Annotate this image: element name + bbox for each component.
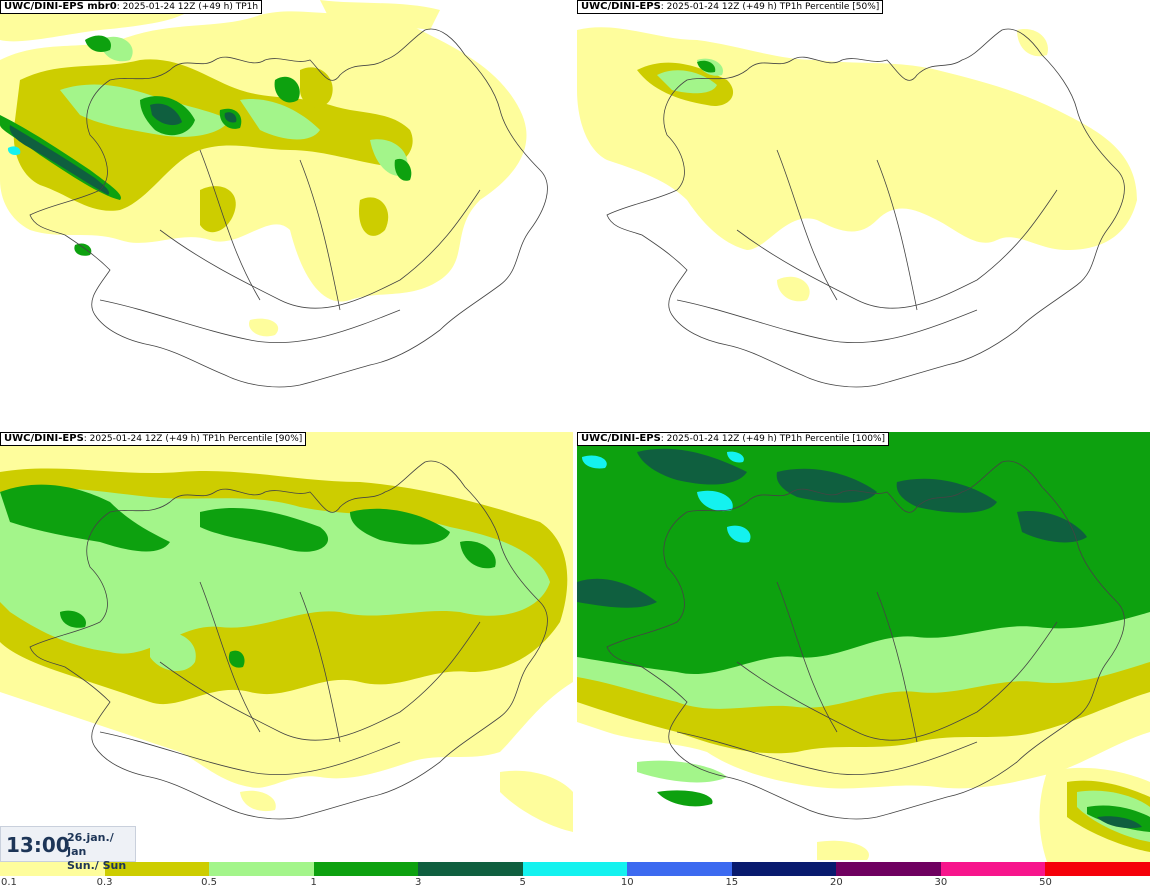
color-scale-label: 30 <box>934 877 948 888</box>
color-scale-swatch <box>1045 862 1150 876</box>
panel-model: UWC/DINI-EPS <box>581 1 661 12</box>
color-scale-swatch <box>940 862 1046 876</box>
color-scale-bar <box>0 862 1150 876</box>
color-scale-label: 0.5 <box>201 877 218 888</box>
color-scale-swatch <box>731 862 837 876</box>
panel-run: 2025-01-24 12Z (+49 h) <box>666 2 777 12</box>
color-scale-swatch <box>627 862 732 876</box>
precip-map <box>0 432 573 832</box>
map-panel-p90: UWC/DINI-EPS: 2025-01-24 12Z (+49 h) TP1… <box>0 432 573 862</box>
precip-fill-5 <box>7 146 21 156</box>
panel-field: TP1h Percentile [50%] <box>779 2 880 12</box>
panel-model: UWC/DINI-EPS <box>4 433 84 444</box>
precip-fill-3 <box>9 103 237 195</box>
color-scale-label: 5 <box>519 877 526 888</box>
color-scale-swatch <box>313 862 419 876</box>
precip-fill-5 <box>582 451 751 543</box>
precip-map <box>577 27 1137 388</box>
color-scale-label: 3 <box>414 877 422 888</box>
panel-title: UWC/DINI-EPS: 2025-01-24 12Z (+49 h) TP1… <box>577 432 890 446</box>
panel-divider-horizontal <box>0 428 1150 432</box>
precip-fill-3 <box>577 448 1142 829</box>
map-panel-p100: UWC/DINI-EPS: 2025-01-24 12Z (+49 h) TP1… <box>577 432 1150 862</box>
valid-time-box: 13:00 26.jan./ Jan Sun./ Sun <box>0 826 136 872</box>
color-scale-label: 10 <box>620 877 634 888</box>
color-scale-label: 50 <box>1039 877 1052 888</box>
precip-map <box>577 432 1150 862</box>
color-scale-swatch <box>209 862 314 876</box>
valid-time: 13:00 <box>6 833 70 857</box>
panel-run: 2025-01-24 12Z (+49 h) <box>122 2 233 12</box>
iceland-coastline <box>29 460 548 820</box>
color-scale-label: 0.3 <box>96 877 113 888</box>
valid-date-line2: Sun./ Sun <box>67 859 127 872</box>
iceland-coastline <box>606 460 1125 820</box>
panel-run: 2025-01-24 12Z (+49 h) <box>89 434 200 444</box>
valid-date: 26.jan./ Jan Sun./ Sun <box>67 831 135 873</box>
iceland-coastline <box>606 28 1125 388</box>
color-scale-label: 0.1 <box>1 877 17 888</box>
color-scale: 0.1 0.3 0.5 1 3 5 10 15 20 30 50 <box>0 862 1150 891</box>
iceland-coastline <box>29 28 548 388</box>
panel-title: UWC/DINI-EPS: 2025-01-24 12Z (+49 h) TP1… <box>0 432 307 446</box>
color-scale-label: 1 <box>310 877 317 888</box>
precip-map <box>0 0 548 388</box>
panel-model: UWC/DINI-EPS mbr0 <box>4 1 117 12</box>
panel-title: UWC/DINI-EPS mbr0: 2025-01-24 12Z (+49 h… <box>0 0 263 14</box>
map-panel-p50: UWC/DINI-EPS: 2025-01-24 12Z (+49 h) TP1… <box>577 0 1150 428</box>
color-scale-swatch <box>0 862 105 876</box>
precip-fill-1 <box>577 432 1150 832</box>
precip-fill-1 <box>0 484 496 668</box>
panel-field: TP1h Percentile [100%] <box>779 434 886 444</box>
precip-fill-1 <box>697 60 716 73</box>
color-scale-label: 20 <box>829 877 843 888</box>
panel-run: 2025-01-24 12Z (+49 h) <box>666 434 777 444</box>
panel-title: UWC/DINI-EPS: 2025-01-24 12Z (+49 h) TP1… <box>577 0 884 14</box>
panel-field: TP1h Percentile [90%] <box>202 434 303 444</box>
panel-field: TP1h <box>235 2 259 12</box>
color-scale-swatch <box>836 862 941 876</box>
map-panel-mbr0: UWC/DINI-EPS mbr0: 2025-01-24 12Z (+49 h… <box>0 0 573 428</box>
panel-model: UWC/DINI-EPS <box>581 433 661 444</box>
valid-date-line1: 26.jan./ Jan <box>67 831 114 858</box>
color-scale-swatch <box>418 862 523 876</box>
color-scale-label: 15 <box>725 877 739 888</box>
color-scale-swatch <box>104 862 210 876</box>
color-scale-swatch <box>522 862 628 876</box>
